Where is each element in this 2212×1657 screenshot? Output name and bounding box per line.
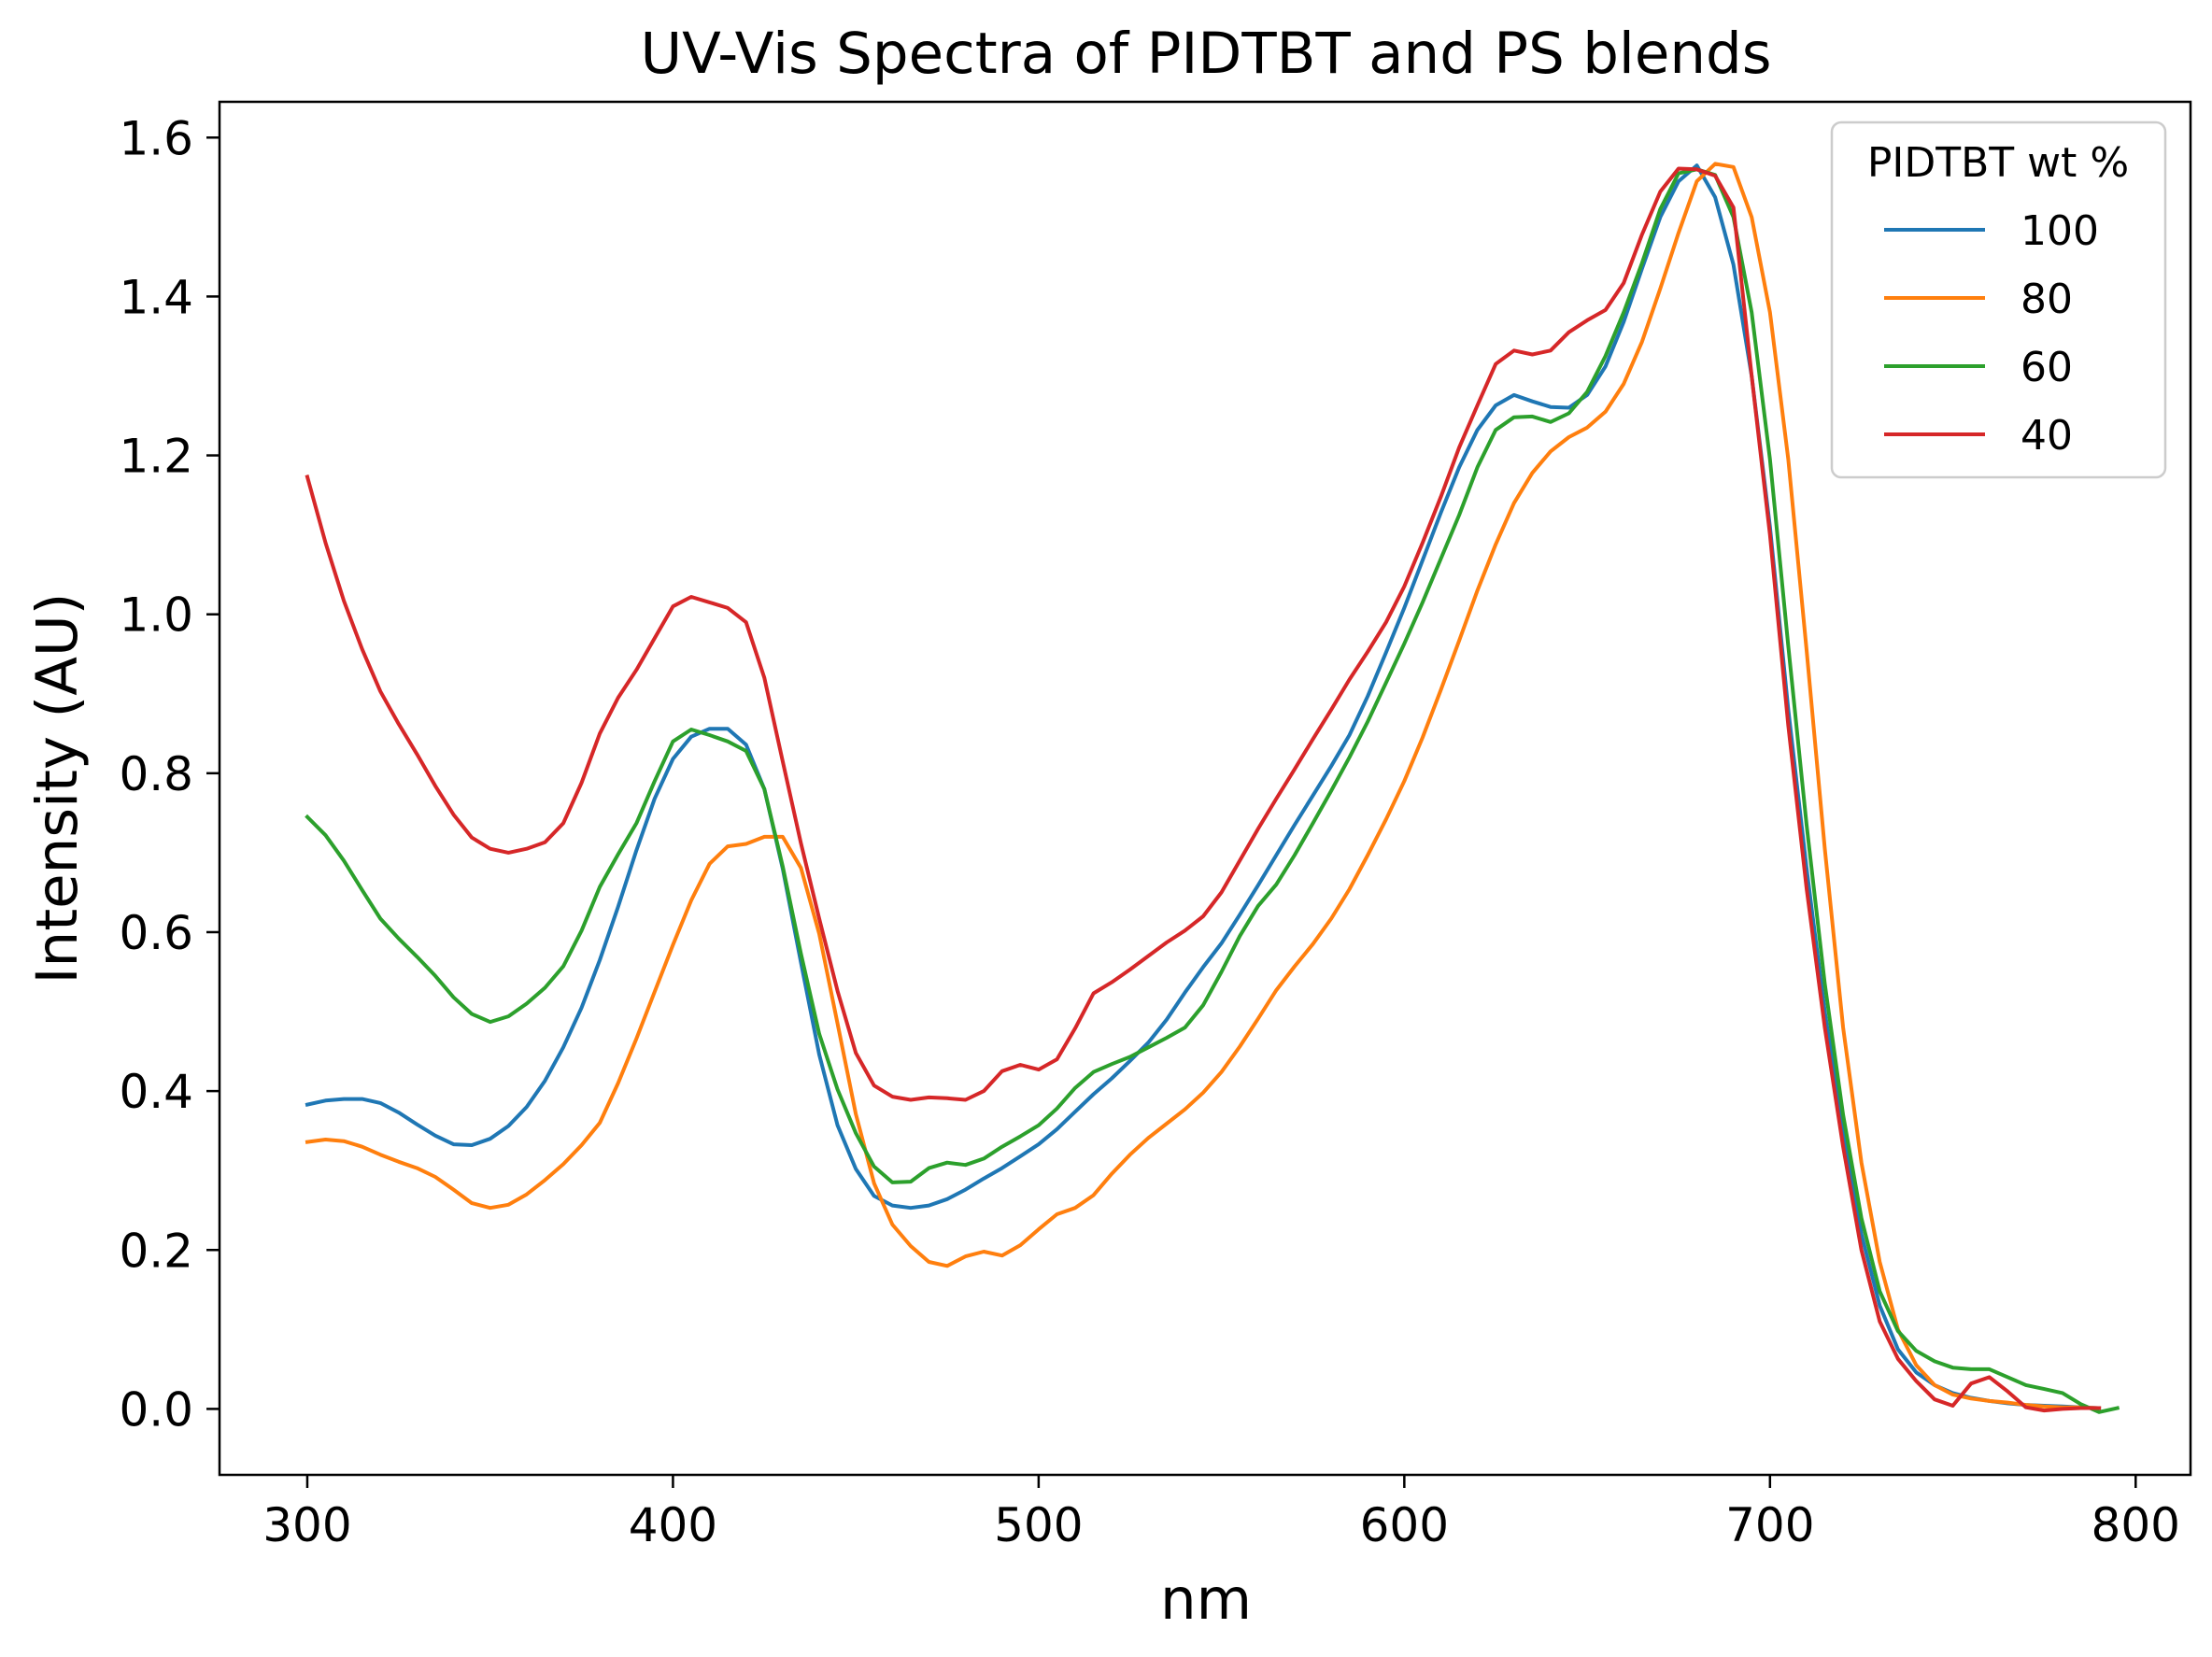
y-axis-ticks: 0.0 0.2 0.4 0.6 0.8 1.0 1.2 1.4 1.6 (119, 111, 220, 1437)
y-tick-label: 0.4 (119, 1065, 193, 1119)
series-line-40 (305, 166, 2102, 1413)
y-tick-label: 0.0 (119, 1382, 193, 1437)
series-line-80 (305, 162, 2102, 1410)
x-tick-label: 300 (262, 1498, 351, 1552)
chart-title: UV-Vis Spectra of PIDTBT and PS blends (640, 21, 1771, 87)
y-tick-label: 1.2 (119, 430, 193, 484)
y-tick-label: 1.6 (119, 111, 193, 165)
y-tick-label: 1.4 (119, 270, 193, 324)
y-tick-label: 0.2 (119, 1224, 193, 1278)
legend-label-60: 60 (2021, 344, 2073, 391)
x-axis-ticks: 300 400 500 600 700 800 (262, 1475, 2180, 1552)
plot-frame (218, 100, 2192, 1477)
x-tick-label: 800 (2091, 1498, 2180, 1552)
legend-title: PIDTBT wt % (1867, 139, 2129, 187)
x-tick-label: 400 (629, 1498, 717, 1552)
series-line-60 (305, 167, 2120, 1414)
x-tick-label: 500 (994, 1498, 1083, 1552)
legend-label-100: 100 (2021, 207, 2099, 255)
legend-entries: 100 80 60 40 (1884, 207, 2099, 460)
y-tick-label: 1.0 (119, 588, 193, 643)
series-line-100 (305, 163, 2102, 1410)
y-tick-label: 0.6 (119, 906, 193, 960)
y-axis-label: Intensity (AU) (24, 593, 91, 984)
plot-lines (305, 162, 2120, 1414)
legend-label-40: 40 (2021, 412, 2073, 460)
x-tick-label: 600 (1360, 1498, 1449, 1552)
x-axis-label: nm (1160, 1566, 1252, 1633)
legend-box (1830, 120, 2167, 479)
x-tick-label: 700 (1725, 1498, 1814, 1552)
legend-label-80: 80 (2021, 276, 2073, 323)
legend: PIDTBT wt % 100 80 60 40 (1830, 120, 2167, 479)
y-tick-label: 0.8 (119, 747, 193, 801)
